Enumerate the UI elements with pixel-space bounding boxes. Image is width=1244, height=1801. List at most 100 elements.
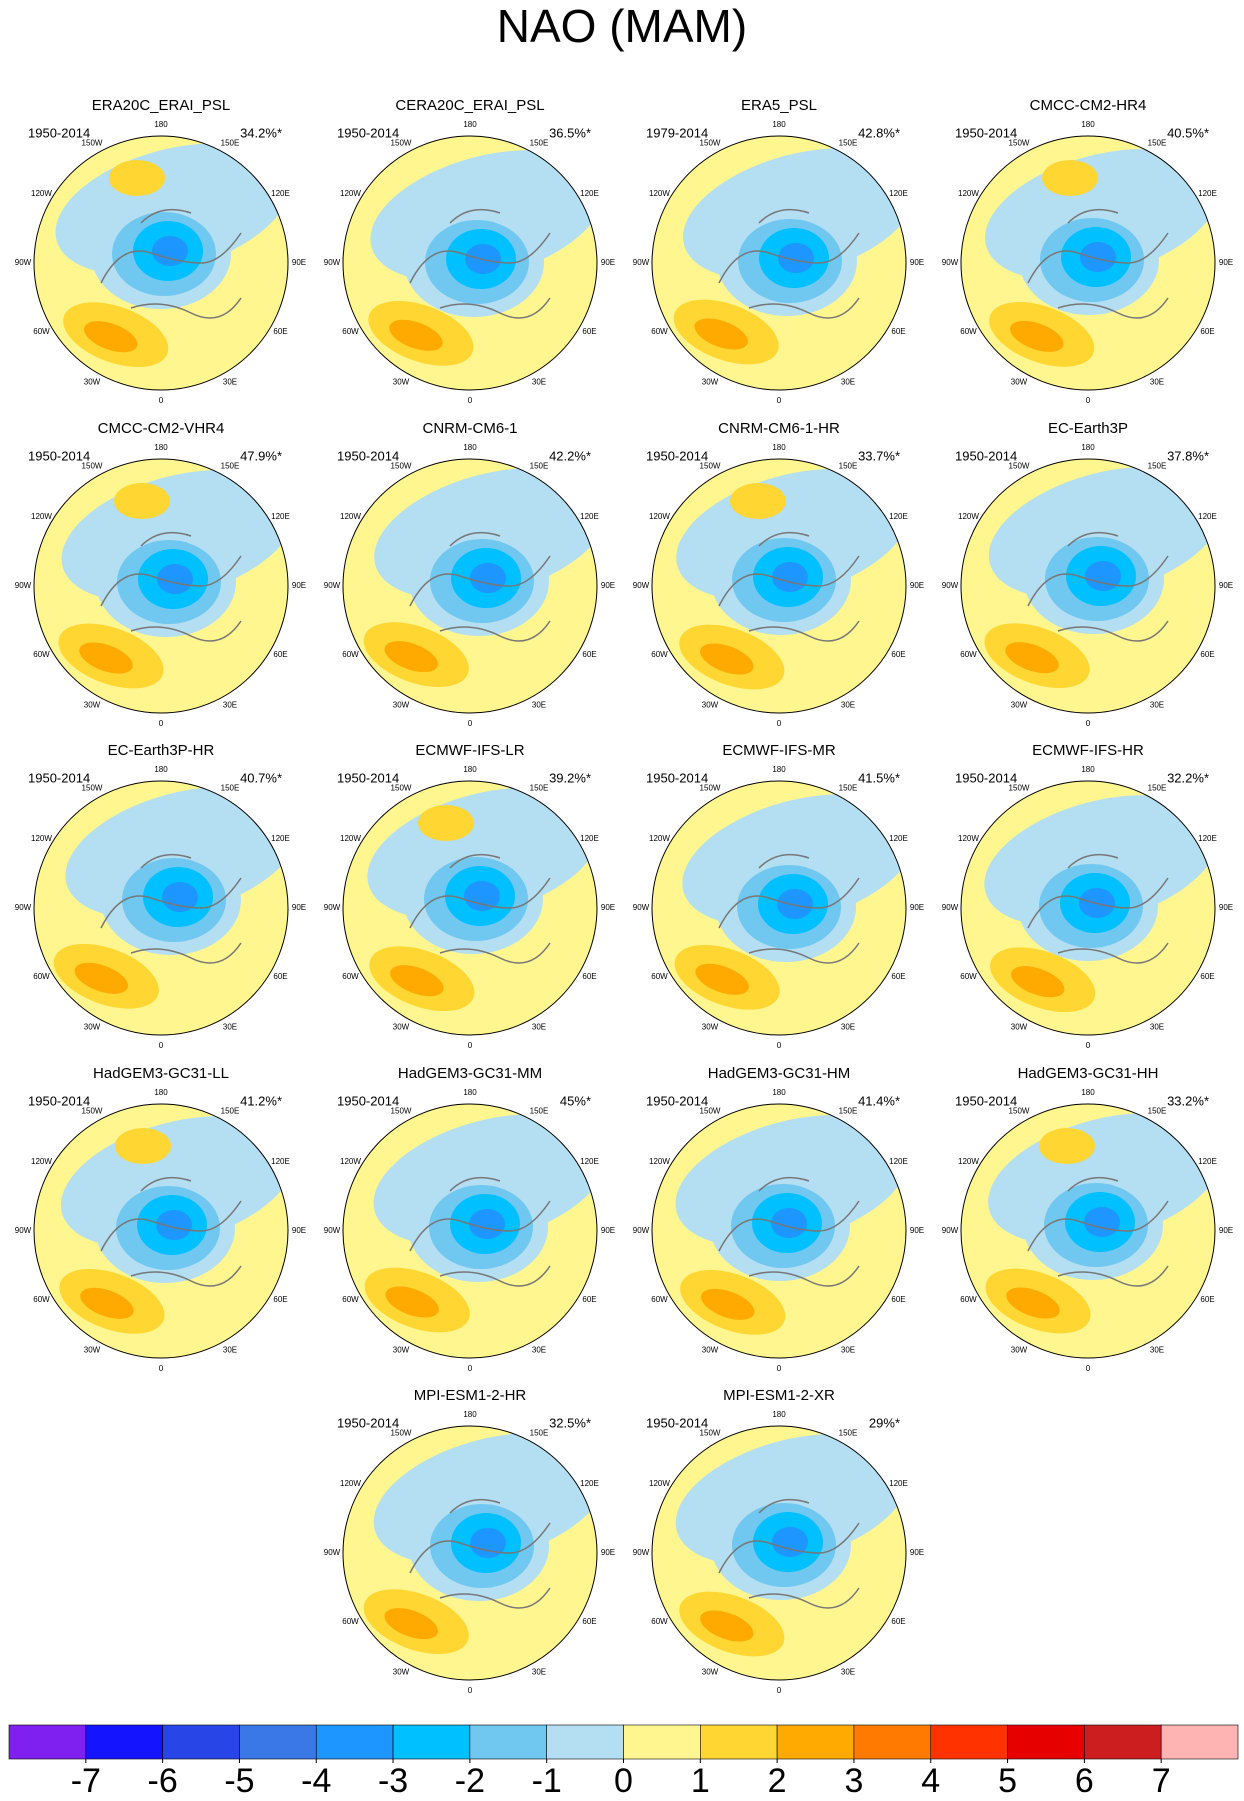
longitude-label: 60W xyxy=(651,1295,668,1304)
longitude-label: 90E xyxy=(601,903,615,912)
longitude-label: 150W xyxy=(700,462,721,471)
panel-period: 1950-2014 xyxy=(955,125,1017,140)
colorbar-tick-label: 5 xyxy=(998,1762,1017,1800)
longitude-label: 60E xyxy=(582,650,596,659)
map-boundary xyxy=(33,1103,289,1359)
coastline xyxy=(100,1176,242,1287)
colorbar-tick-label: 7 xyxy=(1152,1762,1171,1800)
panel-variance: 45%* xyxy=(560,1093,591,1108)
colorbar-box xyxy=(315,1724,394,1760)
longitude-label: 150E xyxy=(221,462,240,471)
panel-variance: 41.4%* xyxy=(858,1093,900,1108)
colorbar-tick-label: 2 xyxy=(768,1762,787,1800)
map-field xyxy=(34,459,288,713)
longitude-label: 180 xyxy=(154,120,168,129)
contour-region xyxy=(695,963,749,995)
contour-region xyxy=(1080,242,1116,272)
longitude-label: 180 xyxy=(772,1088,786,1097)
panel-title: CNRM-CM6-1 xyxy=(423,420,518,437)
panel-period: 1950-2014 xyxy=(28,125,90,140)
longitude-label: 30E xyxy=(841,1668,855,1677)
longitude-label: 150E xyxy=(839,784,858,793)
map-field xyxy=(343,1426,597,1680)
longitude-label: 120W xyxy=(31,189,52,198)
longitude-label: 0 xyxy=(1086,719,1091,728)
longitude-label: 60E xyxy=(1200,972,1214,981)
longitude-label: 30E xyxy=(532,1023,546,1032)
contour-region xyxy=(1084,1207,1120,1237)
longitude-label: 60E xyxy=(582,1295,596,1304)
longitude-label: 90W xyxy=(633,1226,650,1235)
longitude-label: 150W xyxy=(391,784,412,793)
longitude-label: 60W xyxy=(33,1295,50,1304)
longitude-label: 30W xyxy=(702,701,719,710)
contour-region xyxy=(1085,561,1121,591)
map-boundary xyxy=(33,780,289,1036)
colorbar-tick-label: 6 xyxy=(1075,1762,1094,1800)
panel-title: CERA20C_ERAI_PSL xyxy=(395,97,544,114)
map-field xyxy=(343,136,597,390)
colorbar-box xyxy=(546,1724,624,1760)
coastline xyxy=(718,531,860,642)
longitude-label: 60E xyxy=(891,650,905,659)
longitude-label: 180 xyxy=(772,765,786,774)
colorbar-tick-label: -4 xyxy=(301,1762,331,1800)
panel-variance: 47.9%* xyxy=(240,448,282,463)
longitude-label: 60W xyxy=(651,650,668,659)
map-boundary xyxy=(342,135,598,391)
longitude-label: 30E xyxy=(532,1346,546,1355)
map-panel: ECMWF-IFS-LR 1950-2014 39.2%* 180 150E 120E 90… xyxy=(324,742,615,1050)
panel-variance: 33.2%* xyxy=(1167,1093,1209,1108)
longitude-label: 90W xyxy=(633,581,650,590)
longitude-label: 60E xyxy=(273,972,287,981)
colorbar-box xyxy=(85,1724,163,1760)
longitude-label: 120E xyxy=(271,834,290,843)
map-boundary xyxy=(960,1103,1216,1359)
map-boundary xyxy=(33,135,289,391)
panel-variance: 41.2%* xyxy=(240,1093,282,1108)
longitude-label: 120E xyxy=(889,512,908,521)
panel-period: 1950-2014 xyxy=(955,448,1017,463)
longitude-label: 90E xyxy=(601,581,615,590)
map-field xyxy=(652,459,906,713)
longitude-label: 30W xyxy=(84,1346,101,1355)
longitude-label: 90W xyxy=(633,258,650,267)
longitude-label: 30W xyxy=(1011,1023,1028,1032)
longitude-label: 90W xyxy=(15,903,32,912)
longitude-label: 120E xyxy=(580,1479,599,1488)
map-field xyxy=(343,1104,597,1358)
longitude-label: 120E xyxy=(889,834,908,843)
longitude-label: 30W xyxy=(1011,378,1028,387)
colorbar-tick-label: -1 xyxy=(532,1762,562,1800)
colorbar-tick-label: 1 xyxy=(691,1762,710,1800)
longitude-label: 90W xyxy=(633,1548,650,1557)
longitude-label: 60E xyxy=(582,972,596,981)
longitude-label: 120E xyxy=(271,1157,290,1166)
longitude-label: 150E xyxy=(530,1429,549,1438)
longitude-label: 0 xyxy=(777,396,782,405)
longitude-label: 150W xyxy=(82,1107,103,1116)
panel-title: ECMWF-IFS-MR xyxy=(722,742,835,759)
longitude-label: 150W xyxy=(700,784,721,793)
colorbar-box xyxy=(700,1724,778,1760)
contour-region xyxy=(384,641,438,673)
panel-period: 1950-2014 xyxy=(955,770,1017,785)
longitude-label: 150W xyxy=(391,1429,412,1438)
longitude-label: 90E xyxy=(1219,581,1233,590)
panel-title: EC-Earth3P-HR xyxy=(108,742,215,759)
longitude-label: 30E xyxy=(1150,378,1164,387)
panel-title: HadGEM3-GC31-HM xyxy=(708,1065,851,1082)
longitude-label: 120W xyxy=(340,1479,361,1488)
panel-period: 1950-2014 xyxy=(337,125,399,140)
panel-variance: 40.7%* xyxy=(240,770,282,785)
longitude-label: 0 xyxy=(1086,1041,1091,1050)
longitude-label: 0 xyxy=(159,1041,164,1050)
longitude-label: 150W xyxy=(391,462,412,471)
colorbar-box xyxy=(1084,1724,1162,1760)
figure-title: NAO (MAM) xyxy=(497,0,747,52)
coastline xyxy=(718,1498,860,1609)
longitude-label: 120W xyxy=(649,189,670,198)
longitude-label: 120E xyxy=(889,1479,908,1488)
